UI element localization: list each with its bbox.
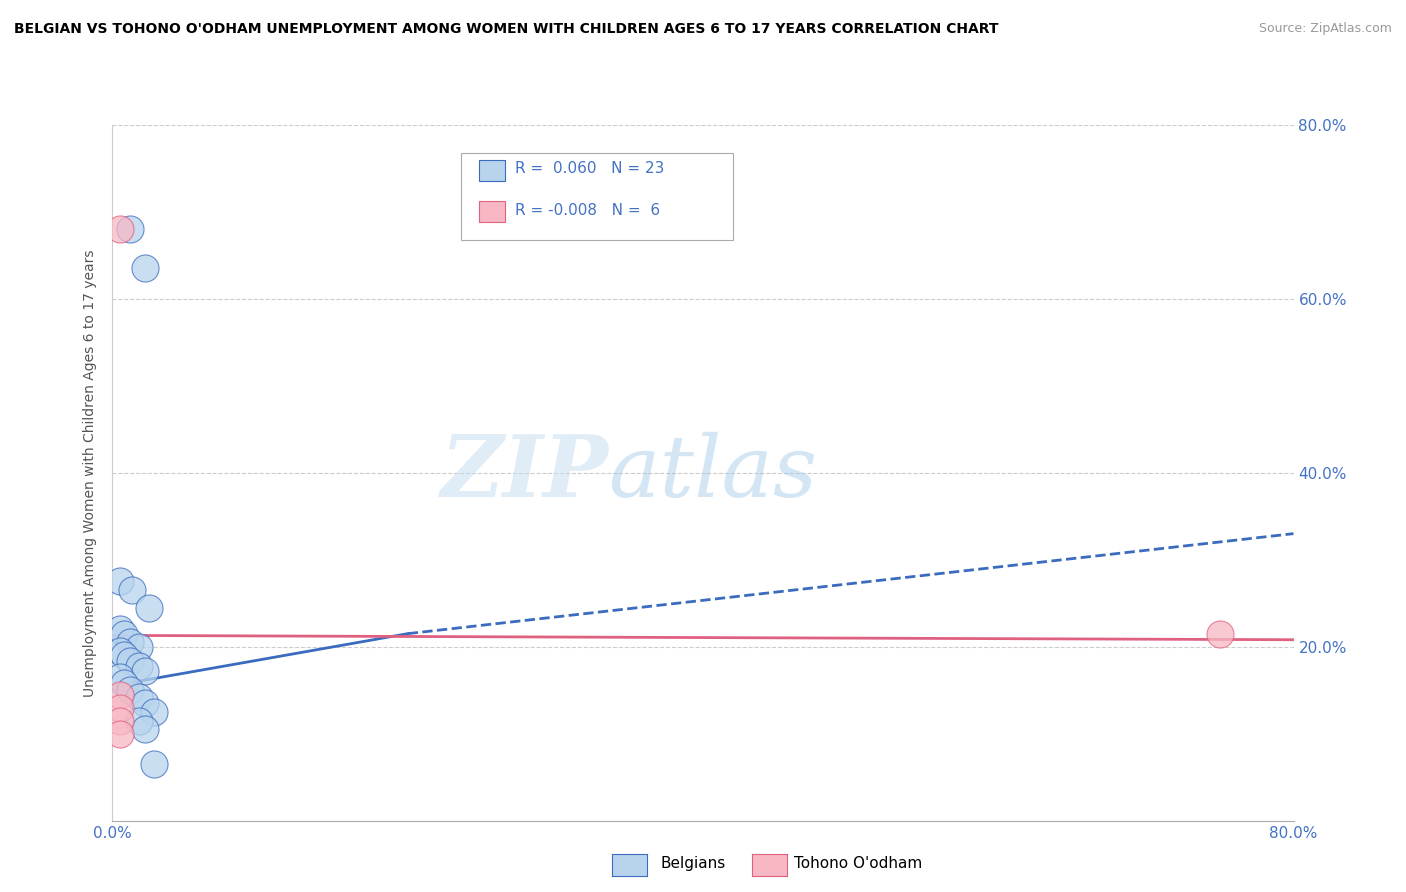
Y-axis label: Unemployment Among Women with Children Ages 6 to 17 years: Unemployment Among Women with Children A… <box>83 249 97 697</box>
Point <box>142 757 165 772</box>
Point <box>142 705 165 719</box>
Point <box>134 664 156 678</box>
Text: R = -0.008   N =  6: R = -0.008 N = 6 <box>515 203 661 218</box>
Text: Belgians: Belgians <box>661 856 725 871</box>
Point <box>112 648 135 663</box>
Point <box>128 640 150 654</box>
Point <box>108 670 131 684</box>
Point <box>108 574 131 589</box>
Bar <box>478 202 505 222</box>
FancyBboxPatch shape <box>461 153 733 240</box>
Point <box>120 683 142 698</box>
Point <box>108 714 131 728</box>
Point <box>108 726 131 740</box>
Text: BELGIAN VS TOHONO O'ODHAM UNEMPLOYMENT AMONG WOMEN WITH CHILDREN AGES 6 TO 17 YE: BELGIAN VS TOHONO O'ODHAM UNEMPLOYMENT A… <box>14 22 998 37</box>
Point <box>120 222 142 236</box>
Text: R =  0.060   N = 23: R = 0.060 N = 23 <box>515 161 665 177</box>
Point <box>108 623 131 637</box>
Point <box>108 688 131 702</box>
Point <box>108 700 131 714</box>
Point <box>112 676 135 690</box>
Text: Tohono O'odham: Tohono O'odham <box>794 856 922 871</box>
Point <box>120 635 142 649</box>
Point <box>108 222 131 236</box>
Text: ZIP: ZIP <box>440 431 609 515</box>
Point <box>120 655 142 669</box>
Bar <box>478 160 505 180</box>
Point <box>128 690 150 705</box>
Point <box>108 644 131 658</box>
Point <box>128 658 150 673</box>
Text: atlas: atlas <box>609 432 818 514</box>
Point <box>1208 626 1232 640</box>
Point <box>121 583 143 598</box>
Text: Source: ZipAtlas.com: Source: ZipAtlas.com <box>1258 22 1392 36</box>
Point <box>134 261 156 276</box>
Point <box>134 696 156 710</box>
Point <box>134 723 156 737</box>
Point <box>128 714 150 728</box>
Point <box>138 600 160 615</box>
Point <box>112 626 135 640</box>
